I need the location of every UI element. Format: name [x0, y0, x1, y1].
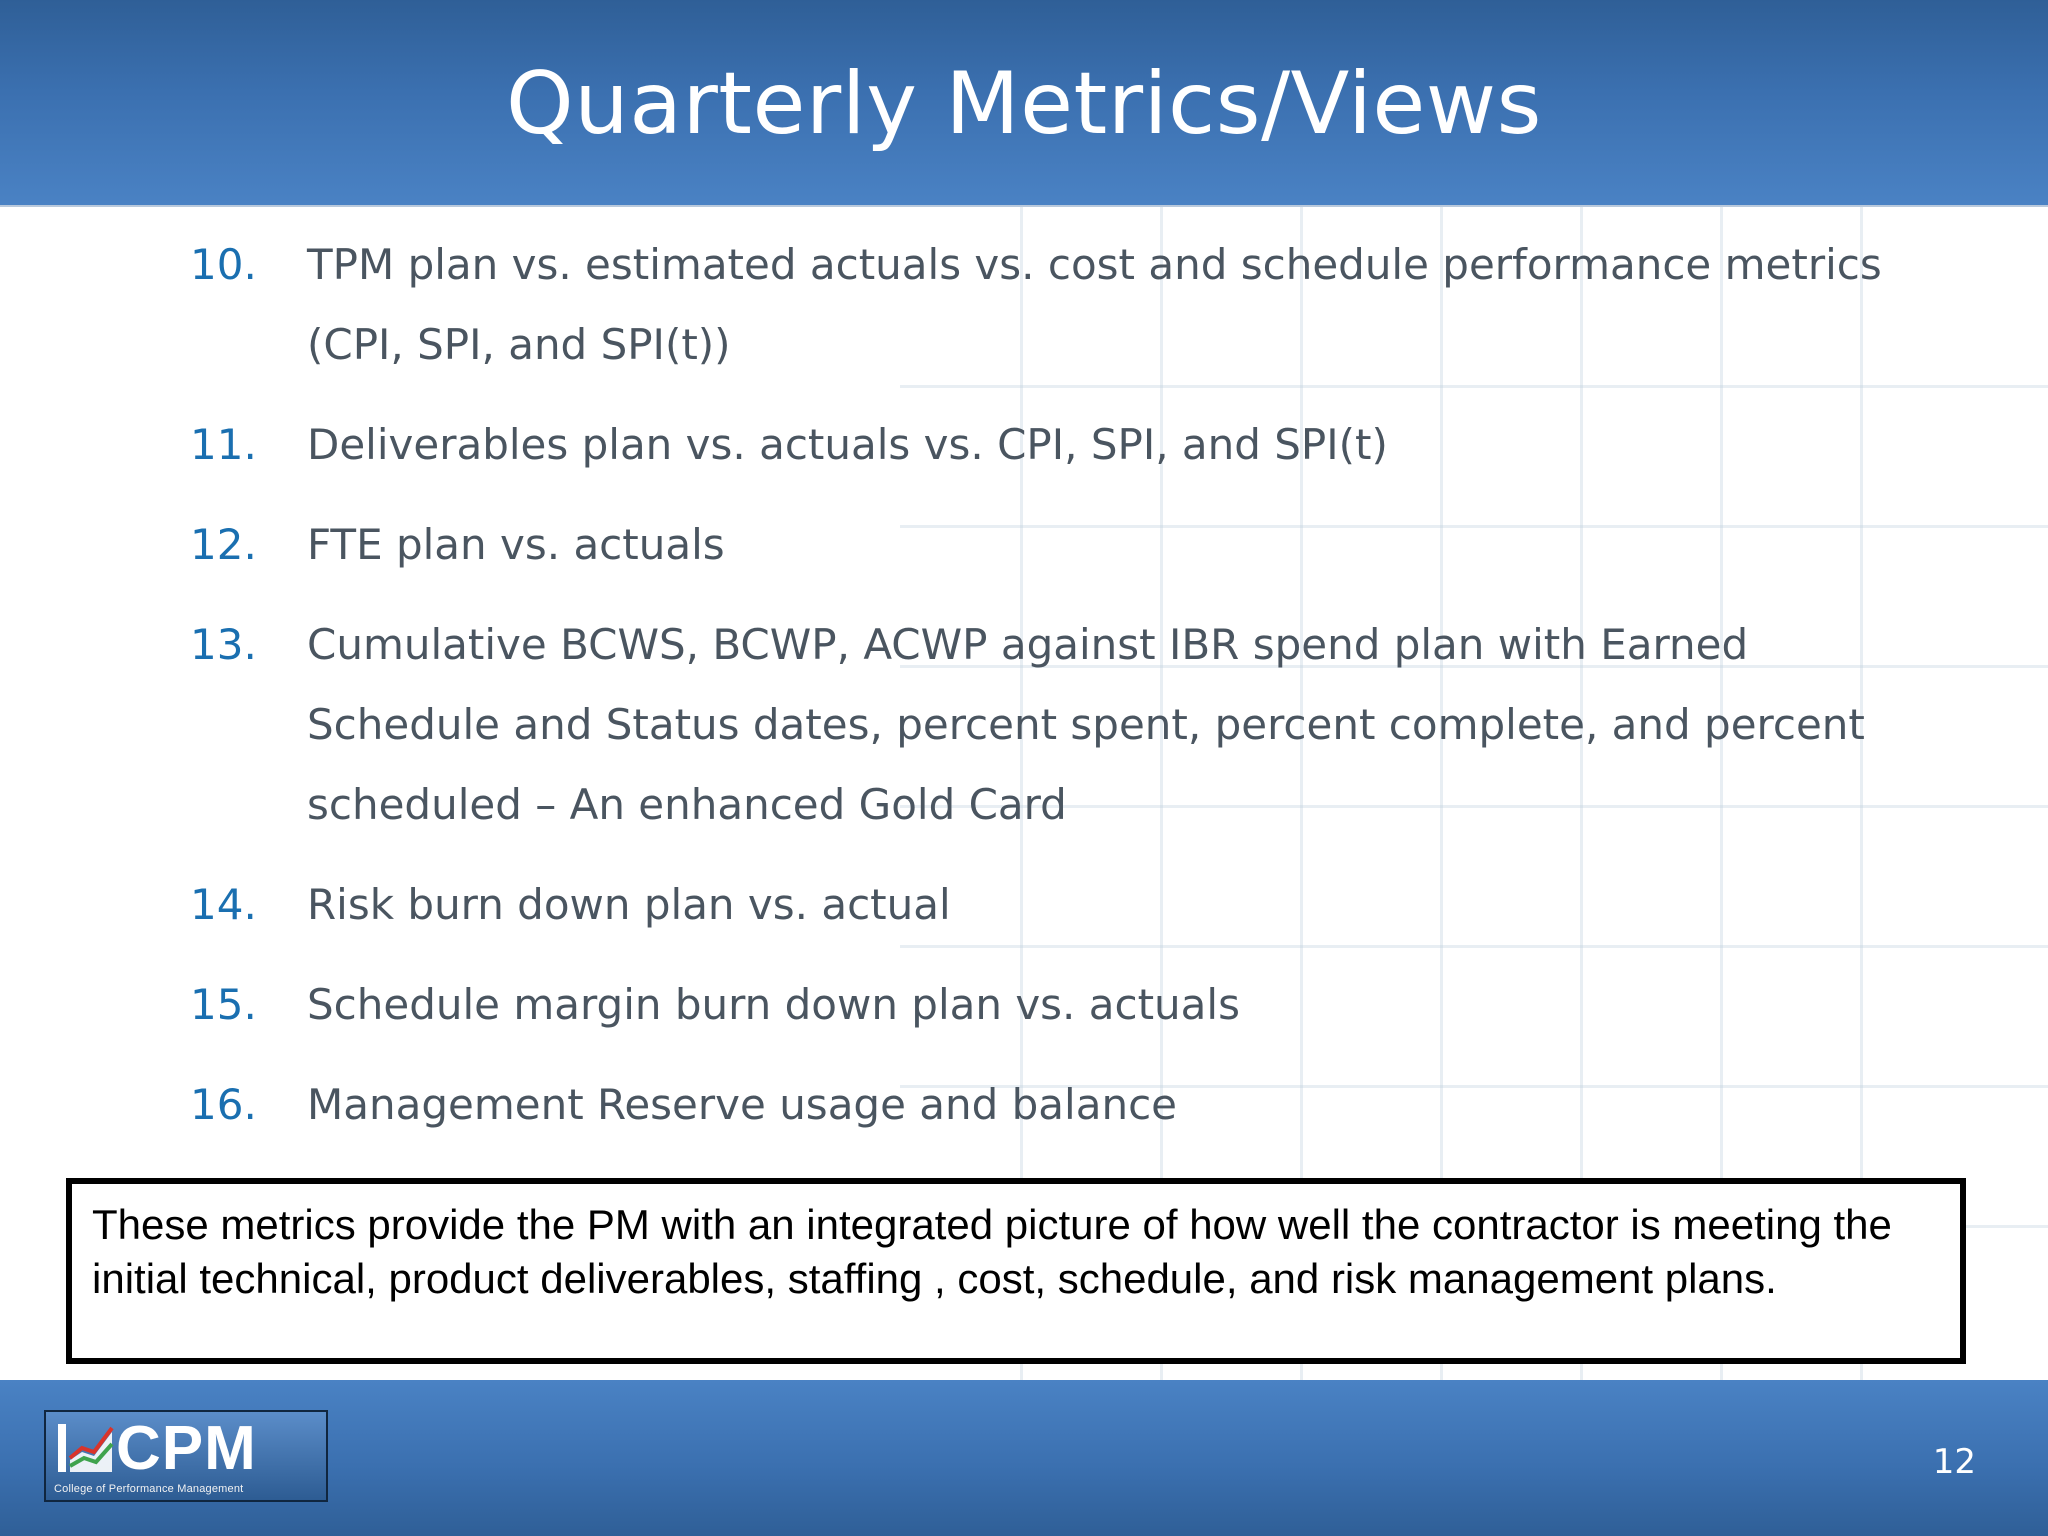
item-number: 11. — [190, 420, 257, 469]
list-item: 13. Cumulative BCWS, BCWP, ACWP against … — [190, 605, 1910, 845]
item-text: TPM plan vs. estimated actuals vs. cost … — [307, 240, 1882, 369]
item-number: 12. — [190, 520, 257, 569]
footer-bar — [0, 1380, 2048, 1536]
item-text: Schedule margin burn down plan vs. actua… — [307, 980, 1240, 1029]
item-number: 16. — [190, 1080, 257, 1129]
list-item: 11. Deliverables plan vs. actuals vs. CP… — [190, 405, 1910, 485]
item-number: 14. — [190, 880, 257, 929]
item-number: 13. — [190, 620, 257, 669]
logo-abbr: CPM — [116, 1414, 257, 1483]
logo-full-name: College of Performance Management — [54, 1483, 244, 1495]
summary-callout-text: These metrics provide the PM with an int… — [92, 1201, 1892, 1302]
item-text: Risk burn down plan vs. actual — [307, 880, 951, 929]
cpm-logo: CPM College of Performance Management — [44, 1410, 328, 1502]
list-item: 16. Management Reserve usage and balance — [190, 1065, 1910, 1145]
slide-title: Quarterly Metrics/Views — [506, 54, 1542, 154]
page-number: 12 — [1932, 1442, 1976, 1482]
item-number: 15. — [190, 980, 257, 1029]
list-item: 12. FTE plan vs. actuals — [190, 505, 1910, 585]
item-number: 10. — [190, 240, 257, 289]
summary-callout-box: These metrics provide the PM with an int… — [66, 1178, 1966, 1364]
cpm-logo-mark-icon — [58, 1424, 114, 1472]
list-item: 14. Risk burn down plan vs. actual — [190, 865, 1910, 945]
list-item: 15. Schedule margin burn down plan vs. a… — [190, 965, 1910, 1045]
item-text: FTE plan vs. actuals — [307, 520, 725, 569]
metrics-list: 10. TPM plan vs. estimated actuals vs. c… — [190, 225, 1910, 1265]
item-text: Management Reserve usage and balance — [307, 1080, 1178, 1129]
item-text: Cumulative BCWS, BCWP, ACWP against IBR … — [307, 620, 1865, 829]
title-bar: Quarterly Metrics/Views — [0, 0, 2048, 207]
item-text: Deliverables plan vs. actuals vs. CPI, S… — [307, 420, 1388, 469]
list-item: 10. TPM plan vs. estimated actuals vs. c… — [190, 225, 1910, 385]
